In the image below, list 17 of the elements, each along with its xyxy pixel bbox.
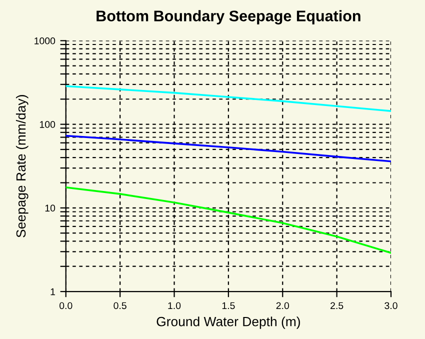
x-tick-label: 0.5 [114,302,126,310]
y-tick-label: 1 [50,288,55,296]
x-axis-title: Ground Water Depth (m) [156,316,300,329]
y-tick-label: 10 [45,204,56,212]
line-series [66,134,391,162]
x-tick-label: 2.5 [330,302,344,310]
x-tick-label: 1.0 [168,302,181,310]
x-tick-label: 3.0 [384,302,398,310]
line-series [66,85,391,112]
y-axis-title: Seepage Rate (mm/day) [16,95,28,238]
x-tick-label: 0.0 [60,302,72,310]
x-tick-label: 2.0 [276,302,290,310]
chart-title: Bottom Boundary Seepage Equation [96,10,360,24]
x-tick-label: 1.5 [222,302,235,310]
y-tick-label: 100 [40,121,56,128]
line-series [66,186,391,254]
y-tick-label: 1000 [34,37,56,44]
